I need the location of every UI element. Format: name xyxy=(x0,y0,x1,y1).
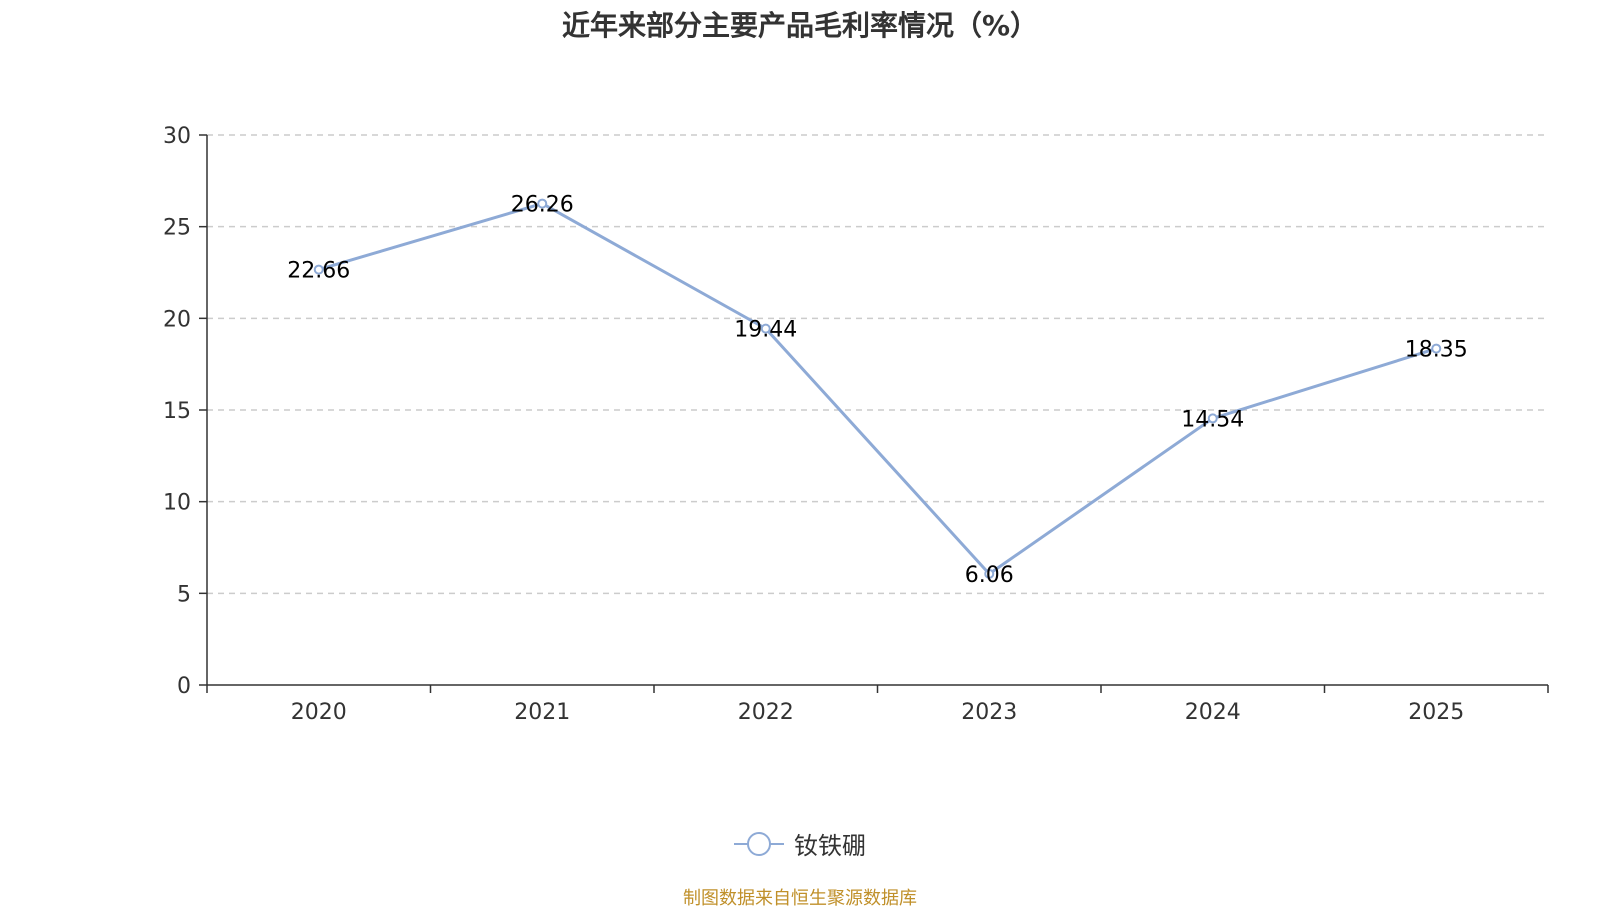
series-line xyxy=(318,202,1437,576)
data-point[interactable] xyxy=(1431,343,1442,354)
y-tick-label: 5 xyxy=(177,582,191,607)
legend: 钕铁硼 xyxy=(0,826,1600,861)
y-tick-label: 30 xyxy=(163,124,191,149)
data-label: 14.54 xyxy=(1181,407,1244,432)
chart-title: 近年来部分主要产品毛利率情况（%） xyxy=(561,9,1039,42)
data-label: 6.06 xyxy=(965,563,1014,588)
data-point[interactable] xyxy=(984,568,995,579)
x-tick-label: 2021 xyxy=(514,700,570,725)
data-point[interactable] xyxy=(760,323,771,334)
series-lines xyxy=(318,202,1437,576)
y-tick-label: 10 xyxy=(163,491,191,516)
source-note: 制图数据来自恒生聚源数据库 xyxy=(683,888,917,909)
x-tick-label: 2022 xyxy=(738,700,794,725)
y-tick-label: 25 xyxy=(163,216,191,241)
legend-item[interactable]: 钕铁硼 xyxy=(734,826,866,861)
x-tick-label: 2024 xyxy=(1185,700,1241,725)
x-axis: 2020 2021 2022 2023 2024 2025 xyxy=(206,684,1549,725)
data-points xyxy=(313,198,1442,579)
grid-lines xyxy=(207,134,1548,595)
x-tick-label: 2025 xyxy=(1408,700,1464,725)
y-tick-label: 20 xyxy=(163,307,191,332)
data-label: 22.66 xyxy=(287,259,350,284)
data-labels: 22.66 26.26 19.44 6.06 14.54 18.35 xyxy=(287,193,1467,588)
x-tick-label: 2023 xyxy=(961,700,1017,725)
y-axis: 0 5 10 15 20 25 30 xyxy=(163,124,208,699)
data-label: 19.44 xyxy=(734,318,797,343)
legend-label: 钕铁硼 xyxy=(794,832,866,860)
data-point[interactable] xyxy=(313,264,324,275)
data-point[interactable] xyxy=(537,198,548,209)
y-tick-label: 0 xyxy=(177,674,191,699)
y-tick-label: 15 xyxy=(163,399,191,424)
x-tick-label: 2020 xyxy=(291,700,347,725)
legend-line-marker-icon xyxy=(734,831,784,856)
data-point[interactable] xyxy=(1207,413,1218,424)
data-label: 18.35 xyxy=(1405,338,1468,363)
data-label: 26.26 xyxy=(511,193,574,218)
